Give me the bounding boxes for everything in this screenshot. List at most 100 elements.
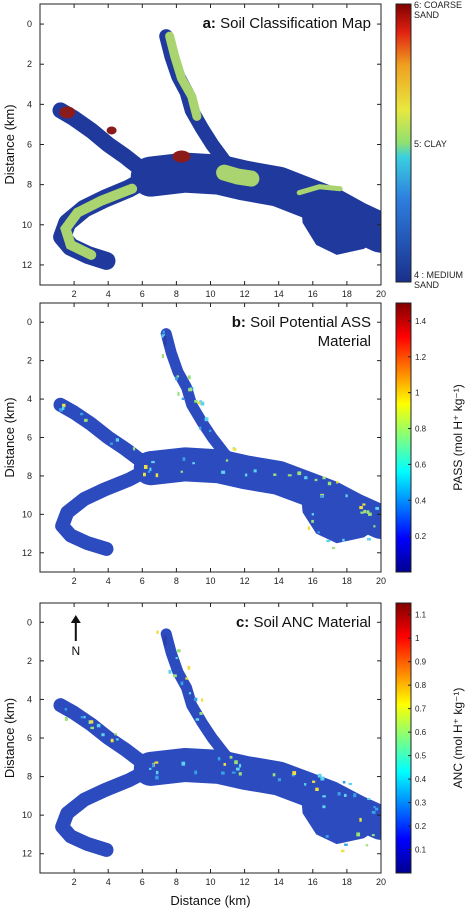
colorbar-tick-label: 0.4 (415, 496, 427, 505)
map-north-marker (163, 335, 167, 346)
map-speckle (277, 778, 281, 782)
map-speckle (84, 418, 88, 422)
map-speckle (177, 392, 180, 396)
colorbar-tick-label: 0.2 (415, 822, 427, 831)
colorbar-tick-label: 0.8 (415, 681, 427, 690)
map-speckle (343, 793, 347, 797)
map-speckle (151, 460, 155, 464)
map-speckle (199, 426, 202, 430)
x-tick-label: 2 (72, 576, 77, 586)
map-speckle (180, 681, 184, 686)
map-speckle (373, 525, 376, 528)
y-tick-label: 10 (22, 509, 32, 519)
map-panel-1: 2 4 6 8 10 12 14 16 18 20 0 2 4 6 8 10 12 Distance (km) a:… (2, 0, 463, 299)
colorbar-label: PASS (mol H⁺ kg⁻¹) (451, 384, 465, 490)
map-speckle (238, 772, 242, 776)
map-speckle (188, 388, 193, 392)
colorbar-tick-label: 0.6 (415, 460, 427, 469)
map-speckle (304, 476, 308, 480)
map-speckle (360, 511, 365, 514)
coarse-sand-patch (59, 106, 76, 119)
north-arrow-head (70, 615, 81, 623)
colorbar-tick-label: 1.1 (415, 611, 427, 620)
x-tick-label: 4 (106, 289, 111, 299)
map-speckle (287, 474, 292, 477)
y-tick-label: 4 (27, 99, 32, 109)
map-speckle (89, 720, 94, 724)
map-speckle (155, 770, 159, 775)
colorbar-label: ANC (mol H⁺ kg⁻¹) (451, 688, 465, 789)
colorbar-tick-line: 6: COARSE (414, 0, 462, 10)
map-speckle (173, 674, 177, 678)
map-speckle (235, 767, 240, 771)
x-tick-label: 2 (72, 289, 77, 299)
map-speckle (175, 657, 178, 660)
map-speckle (221, 470, 226, 474)
map-speckle (307, 526, 311, 531)
y-tick-label: 0 (27, 317, 32, 327)
map-speckle (192, 462, 195, 465)
panel-title-line: Material (318, 333, 371, 350)
map-speckle (359, 506, 363, 510)
map-speckle (337, 792, 341, 796)
map-south-arm (55, 461, 158, 556)
colorbar-tick-label: 0.7 (415, 705, 427, 714)
map-speckle (373, 806, 376, 809)
map-speckle (367, 797, 371, 801)
map-speckle (80, 412, 84, 416)
x-tick-label: 6 (140, 289, 145, 299)
y-tick-label: 6 (27, 733, 32, 743)
map-speckle (314, 478, 318, 482)
map-east-lobe (299, 472, 381, 544)
map-speckle (208, 429, 212, 433)
map-speckle (195, 718, 200, 721)
y-tick-label: 2 (27, 59, 32, 69)
colorbar: 0.1 0.2 0.3 0.4 0.5 0.6 0.7 0.8 0.9 1 1.1 ANC (mol … (395, 602, 465, 874)
map-speckle (320, 777, 325, 781)
y-tick-label: 8 (27, 180, 32, 190)
x-tick-label: 20 (376, 877, 386, 887)
colorbar-gradient (395, 3, 412, 283)
map-panel-3: 2 4 6 8 10 12 14 16 18 20 0 2 4 6 8 10 12 Distance (km) Di… (2, 602, 465, 908)
map-speckle (176, 375, 180, 378)
map-speckle (322, 795, 326, 798)
colorbar-tick-line: SAND (414, 10, 440, 20)
map-speckle (238, 763, 242, 768)
map-speckle (374, 807, 379, 811)
map-east-lobe (299, 772, 381, 845)
x-tick-label: 14 (274, 877, 284, 887)
colorbar-tick-line: 4 : MEDIUM (414, 270, 463, 280)
y-tick-label: 12 (22, 849, 32, 859)
map-speckle (161, 334, 166, 338)
map-speckle (375, 506, 380, 510)
map-speckle (229, 755, 233, 759)
map-speckle (187, 665, 191, 670)
map-speckle (311, 513, 315, 516)
panel-letter: c: (236, 614, 254, 631)
x-tick-label: 12 (240, 576, 250, 586)
panel-title-text: Soil Classification Map (220, 15, 371, 32)
medium-sand-east-lobe (299, 180, 381, 255)
colorbar-tick-label: 0.3 (415, 799, 427, 808)
panel-title-text: Soil ANC Material (253, 614, 371, 631)
map-speckle (175, 376, 178, 381)
map-area (53, 628, 381, 857)
map-area (52, 29, 381, 270)
map-speckle (326, 539, 331, 543)
map-speckle (154, 761, 159, 764)
north-label: N (71, 644, 80, 658)
colorbar-tick-label: 4 : MEDIUM SAND (414, 270, 463, 290)
map-speckle (327, 481, 332, 486)
map-speckle (161, 354, 164, 359)
map-speckle (317, 531, 320, 534)
map-speckle (64, 716, 68, 721)
map-speckle (336, 480, 339, 484)
colorbar-tick-label: 0.2 (415, 532, 427, 541)
map-speckle (61, 406, 65, 410)
y-tick-label: 0 (27, 617, 32, 627)
map-panel-2: 2 4 6 8 10 12 14 16 18 20 0 2 4 6 8 10 12 Distance (km) b:… (2, 302, 465, 586)
y-tick-label: 10 (22, 810, 32, 820)
map-speckle (322, 805, 326, 809)
x-tick-label: 18 (342, 877, 352, 887)
